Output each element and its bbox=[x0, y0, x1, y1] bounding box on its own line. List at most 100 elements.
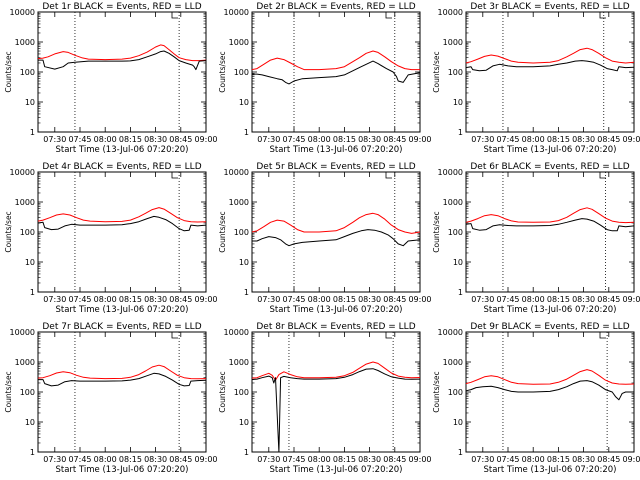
y-tick-label: 1000 bbox=[443, 38, 463, 47]
lld-series-line bbox=[37, 207, 207, 223]
x-tick-label: 07:45 bbox=[68, 455, 91, 464]
chart-panel: Det 1r BLACK = Events, RED = LLD 1 10 100 10… bbox=[4, 2, 218, 155]
x-tick-label: 08:45 bbox=[597, 295, 620, 304]
y-tick-label: 1000 bbox=[229, 358, 249, 367]
y-tick-label: 1000 bbox=[229, 38, 249, 47]
y-tick-label: 100 bbox=[234, 68, 249, 77]
x-tick-label: 07:45 bbox=[68, 295, 91, 304]
x-tick-label: 08:30 bbox=[358, 295, 381, 304]
y-axis-title: Counts/sec bbox=[218, 211, 227, 252]
chart-panel: Det 8r BLACK = Events, RED = LLD 1 10 100 10… bbox=[218, 322, 432, 475]
x-tick-label: 07:45 bbox=[282, 295, 305, 304]
y-tick-label: 10000 bbox=[10, 168, 35, 177]
x-tick-label: 07:45 bbox=[282, 135, 305, 144]
y-tick-label: 10000 bbox=[10, 8, 35, 17]
plot-frame bbox=[465, 331, 635, 453]
x-tick-label: 08:15 bbox=[547, 135, 570, 144]
y-tick-label: 10000 bbox=[224, 8, 249, 17]
x-tick-label: 08:30 bbox=[144, 135, 167, 144]
x-tick-label: 08:00 bbox=[94, 455, 117, 464]
events-series-line bbox=[38, 50, 207, 71]
plot-frame bbox=[37, 171, 207, 293]
x-axis-title: Start Time (13-Jul-06 07:20:20) bbox=[270, 465, 403, 475]
x-tick-label: 07:30 bbox=[43, 135, 66, 144]
x-tick-label: 08:45 bbox=[169, 295, 192, 304]
y-axis-title: Counts/sec bbox=[4, 371, 13, 412]
x-tick-label: 08:45 bbox=[383, 295, 406, 304]
x-tick-label: 08:00 bbox=[522, 135, 545, 144]
x-tick-label: 08:15 bbox=[119, 295, 142, 304]
x-axis-title: Start Time (13-Jul-06 07:20:20) bbox=[56, 305, 189, 315]
range-flag-icon bbox=[599, 12, 606, 19]
y-axis-title: Counts/sec bbox=[4, 51, 13, 92]
lld-series-line bbox=[37, 44, 207, 62]
chart-panel: Det 6r BLACK = Events, RED = LLD 1 10 100 10… bbox=[432, 162, 640, 315]
chart-title: Det 7r BLACK = Events, RED = LLD bbox=[42, 322, 201, 332]
lld-series-line bbox=[465, 369, 635, 385]
x-tick-label: 08:45 bbox=[597, 455, 620, 464]
y-tick-label: 1000 bbox=[229, 198, 249, 207]
y-tick-label: 100 bbox=[448, 388, 463, 397]
events-series-line bbox=[465, 60, 635, 72]
x-axis-title: Start Time (13-Jul-06 07:20:20) bbox=[484, 465, 617, 475]
y-tick-label: 1000 bbox=[15, 358, 35, 367]
y-tick-label: 100 bbox=[448, 228, 463, 237]
y-tick-label: 1000 bbox=[443, 198, 463, 207]
x-tick-label: 07:30 bbox=[471, 295, 494, 304]
x-tick-label: 08:00 bbox=[522, 295, 545, 304]
x-tick-label: 07:45 bbox=[496, 455, 519, 464]
events-series-line bbox=[465, 380, 634, 401]
range-flag-icon bbox=[171, 172, 178, 179]
y-tick-label: 10000 bbox=[10, 328, 35, 337]
y-tick-label: 10000 bbox=[438, 168, 463, 177]
plot-frame bbox=[37, 11, 207, 133]
y-tick-label: 1 bbox=[244, 128, 249, 137]
y-tick-label: 10000 bbox=[438, 8, 463, 17]
chart-panel: Det 2r BLACK = Events, RED = LLD 1 10 100 10… bbox=[218, 2, 432, 155]
chart-title: Det 5r BLACK = Events, RED = LLD bbox=[256, 162, 415, 172]
y-tick-label: 10 bbox=[25, 98, 35, 107]
chart-title: Det 8r BLACK = Events, RED = LLD bbox=[256, 322, 415, 332]
y-tick-label: 10 bbox=[25, 258, 35, 267]
y-tick-label: 1000 bbox=[15, 198, 35, 207]
y-tick-label: 1000 bbox=[15, 38, 35, 47]
y-tick-label: 1 bbox=[30, 128, 35, 137]
x-tick-label: 08:00 bbox=[308, 135, 331, 144]
y-tick-label: 10 bbox=[239, 418, 249, 427]
chart-panel: Det 7r BLACK = Events, RED = LLD 1 10 100 10… bbox=[4, 322, 218, 475]
x-tick-label: 08:30 bbox=[572, 135, 595, 144]
x-tick-label: 08:30 bbox=[144, 295, 167, 304]
x-tick-label: 08:30 bbox=[572, 455, 595, 464]
y-tick-label: 1 bbox=[244, 448, 249, 457]
x-tick-label: 07:45 bbox=[496, 135, 519, 144]
lld-series-line bbox=[465, 207, 635, 224]
y-tick-label: 1 bbox=[458, 448, 463, 457]
range-flag-icon bbox=[599, 172, 606, 179]
x-tick-label: 08:15 bbox=[119, 455, 142, 464]
range-flag-icon bbox=[171, 12, 178, 19]
x-tick-label: 08:45 bbox=[169, 455, 192, 464]
lld-series-line bbox=[251, 361, 421, 381]
x-tick-label: 07:45 bbox=[496, 295, 519, 304]
plot-frame bbox=[465, 171, 635, 293]
x-axis-title: Start Time (13-Jul-06 07:20:20) bbox=[484, 305, 617, 315]
y-tick-label: 10 bbox=[453, 418, 463, 427]
x-tick-label: 07:30 bbox=[471, 455, 494, 464]
y-tick-label: 10 bbox=[453, 98, 463, 107]
x-tick-label: 08:00 bbox=[94, 295, 117, 304]
x-tick-label: 08:00 bbox=[522, 455, 545, 464]
y-tick-label: 10000 bbox=[438, 328, 463, 337]
chart-title: Det 9r BLACK = Events, RED = LLD bbox=[470, 322, 629, 332]
x-tick-label: 08:00 bbox=[94, 135, 117, 144]
x-tick-label: 07:30 bbox=[471, 135, 494, 144]
x-axis-title: Start Time (13-Jul-06 07:20:20) bbox=[270, 305, 403, 315]
x-tick-label: 08:45 bbox=[597, 135, 620, 144]
x-tick-label: 09:00 bbox=[194, 455, 217, 464]
x-tick-label: 08:15 bbox=[333, 135, 356, 144]
y-tick-label: 1 bbox=[458, 288, 463, 297]
chart-panel: Det 4r BLACK = Events, RED = LLD 1 10 100 10… bbox=[4, 162, 218, 315]
chart-panel: Det 5r BLACK = Events, RED = LLD 1 10 100 10… bbox=[218, 162, 432, 315]
x-tick-label: 08:30 bbox=[572, 295, 595, 304]
x-tick-label: 07:45 bbox=[282, 455, 305, 464]
